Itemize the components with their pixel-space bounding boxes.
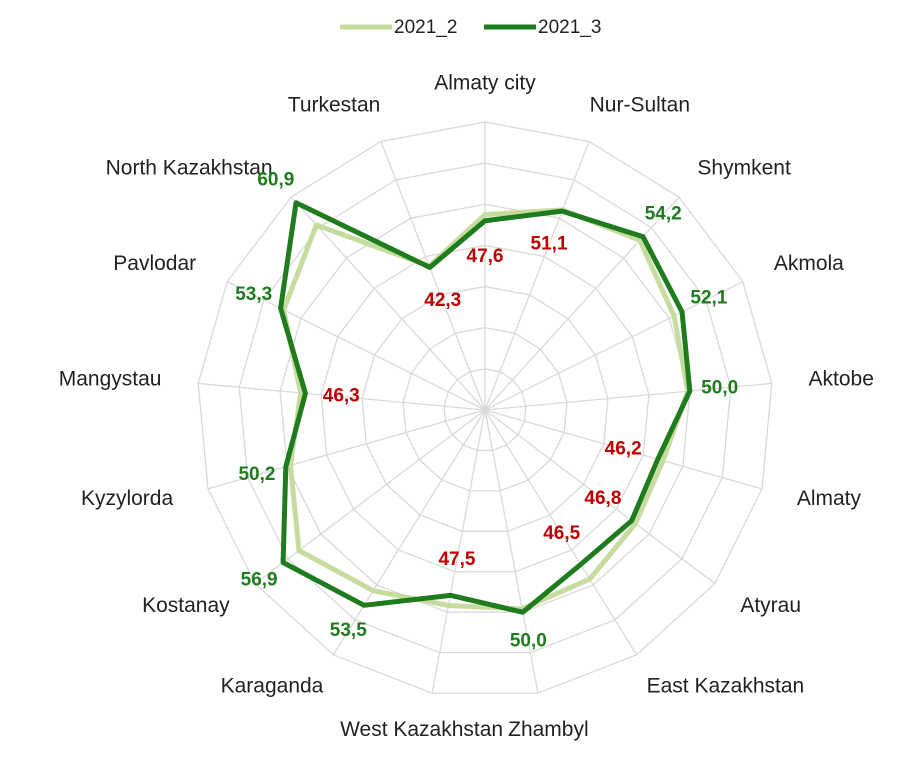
value-label: 46,3 <box>323 386 360 407</box>
category-label: West Kazakhstan <box>340 718 503 741</box>
category-label: Kostanay <box>142 594 230 617</box>
value-label: 53,3 <box>235 284 272 305</box>
grid-ring <box>197 121 773 694</box>
spoke <box>484 409 716 585</box>
category-label: Mangystau <box>59 367 162 390</box>
value-label: 47,5 <box>438 549 475 570</box>
spoke <box>198 382 486 411</box>
category-label: Turkestan <box>288 94 381 117</box>
category-label: Atyrau <box>740 594 801 617</box>
category-label: Pavlodar <box>113 252 196 275</box>
category-label: Nur-Sultan <box>590 94 690 117</box>
value-label: 46,8 <box>584 488 621 509</box>
series-line <box>278 200 693 615</box>
category-label: Almaty city <box>434 72 536 95</box>
grid-ring <box>279 203 691 613</box>
category-label: Almaty <box>797 487 862 510</box>
spoke <box>332 409 486 656</box>
spoke <box>484 409 763 490</box>
spoke <box>484 141 590 411</box>
spoke <box>226 281 486 411</box>
grid-ring <box>361 285 609 532</box>
grid-ring <box>238 162 732 654</box>
category-label: Shymkent <box>697 157 791 180</box>
spoke <box>431 409 486 694</box>
value-label: 51,1 <box>531 234 568 255</box>
value-label: 46,2 <box>605 438 642 459</box>
grid-ring <box>443 368 527 452</box>
spoke <box>254 409 486 585</box>
value-label: 54,2 <box>645 204 682 225</box>
value-label: 60,9 <box>257 170 294 191</box>
category-label: Zhambyl <box>508 718 589 741</box>
spoke <box>207 409 486 490</box>
spoke <box>380 141 486 411</box>
category-label: Karaganda <box>221 675 324 698</box>
spoke <box>484 281 744 411</box>
category-label: East Kazakhstan <box>647 675 805 698</box>
series-line <box>281 207 691 612</box>
category-label: Aktobe <box>809 367 874 390</box>
value-label: 52,1 <box>690 288 727 309</box>
value-label: 47,6 <box>467 246 504 267</box>
grid-ring <box>402 327 568 492</box>
spoke <box>484 409 638 656</box>
category-label: Kyzylorda <box>81 487 174 510</box>
legend-label: 2021_3 <box>538 17 601 38</box>
value-label: 50,0 <box>510 631 547 652</box>
value-label: 50,2 <box>238 464 275 485</box>
category-label: Akmola <box>774 252 844 275</box>
grid-ring <box>320 244 650 573</box>
spoke <box>484 196 680 411</box>
value-label: 56,9 <box>241 570 278 591</box>
spoke <box>484 382 772 411</box>
value-label: 50,0 <box>701 377 738 398</box>
value-label: 46,5 <box>543 523 580 544</box>
category-label: North Kazakhstan <box>106 157 273 180</box>
value-label: 42,3 <box>424 290 461 311</box>
value-label: 53,5 <box>330 620 367 641</box>
spoke <box>484 409 539 694</box>
legend-label: 2021_2 <box>394 17 457 38</box>
spoke <box>290 196 486 411</box>
